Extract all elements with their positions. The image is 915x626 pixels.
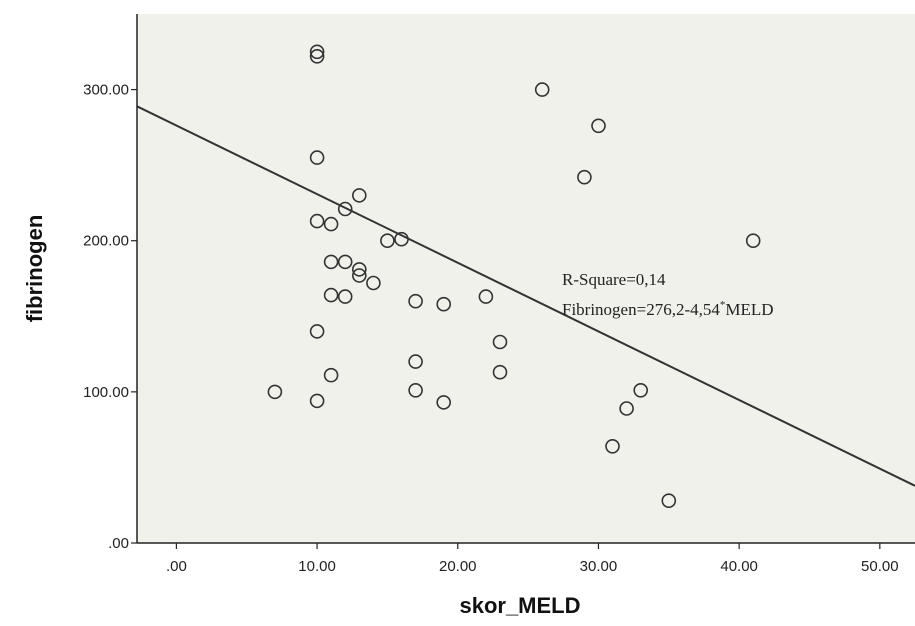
data-point xyxy=(309,324,325,339)
data-point xyxy=(309,213,325,229)
data-point xyxy=(436,395,452,410)
x-tick-label: 20.00 xyxy=(439,558,477,575)
data-point xyxy=(577,169,592,185)
data-point xyxy=(323,216,339,232)
equation-superscript: * xyxy=(720,299,726,311)
plot-area xyxy=(137,14,915,543)
data-point xyxy=(380,233,395,248)
data-point xyxy=(267,384,283,400)
data-point xyxy=(351,188,367,203)
r-square-annotation: R-Square=0,14 xyxy=(562,270,666,289)
data-point xyxy=(661,493,677,509)
data-point xyxy=(492,334,508,350)
data-point xyxy=(492,364,508,380)
data-point xyxy=(408,293,423,309)
equation-main: Fibrinogen=276,2-4,54 xyxy=(562,300,720,319)
data-point xyxy=(619,401,634,416)
data-point xyxy=(591,118,606,134)
y-axis-title: fibrinogen xyxy=(22,215,47,323)
data-point xyxy=(309,48,325,64)
x-tick-label: 40.00 xyxy=(720,558,758,575)
data-point xyxy=(534,82,550,97)
x-axis-title: skor_MELD xyxy=(459,593,580,618)
data-point xyxy=(309,150,325,165)
data-point xyxy=(323,287,339,303)
data-point xyxy=(366,275,381,291)
data-point xyxy=(337,289,353,304)
axis-ticks: .00 10.00 20.00 30.00 40.00 50.00 .00 100.00 200… xyxy=(83,82,898,575)
data-point xyxy=(436,296,452,312)
data-point xyxy=(408,382,423,398)
equation-annotation: Fibrinogen=276,2-4,54*MELD xyxy=(562,299,774,319)
y-tick-label: 300.00 xyxy=(83,82,129,99)
x-tick-label: 50.00 xyxy=(861,558,899,575)
regression-line xyxy=(136,105,915,487)
data-point xyxy=(323,254,339,270)
data-point xyxy=(351,262,367,277)
y-tick-label: .00 xyxy=(108,535,129,552)
y-tick-label: 100.00 xyxy=(83,384,129,401)
data-point xyxy=(337,254,353,270)
data-point xyxy=(309,393,325,409)
data-point xyxy=(478,289,494,304)
scatter-points xyxy=(267,44,761,509)
equation-tail: MELD xyxy=(725,300,773,319)
x-tick-label: .00 xyxy=(166,558,187,575)
data-point xyxy=(633,382,649,398)
x-tick-label: 10.00 xyxy=(298,558,336,575)
y-tick-label: 200.00 xyxy=(83,233,129,250)
data-point xyxy=(337,201,353,217)
data-point xyxy=(745,233,761,248)
data-point xyxy=(351,268,367,283)
x-tick-label: 30.00 xyxy=(580,558,618,575)
data-point xyxy=(309,44,325,60)
data-point xyxy=(408,354,423,369)
data-point xyxy=(605,438,620,454)
data-point xyxy=(323,367,339,383)
